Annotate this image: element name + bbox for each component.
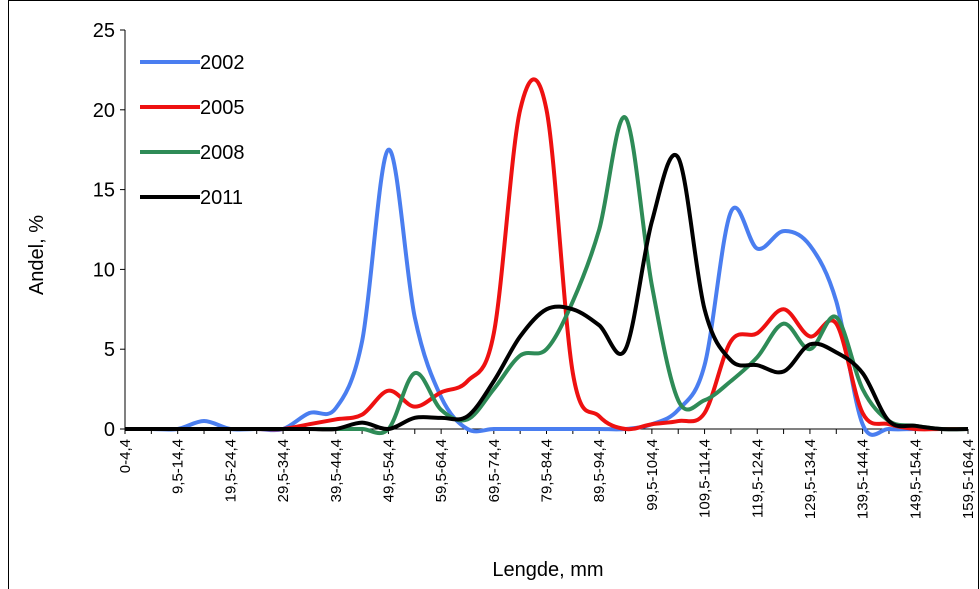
x-tick-label: 39,5-44,4 <box>328 439 345 502</box>
legend-label: 2005 <box>200 97 245 119</box>
y-tick-label: 15 <box>93 180 115 202</box>
x-axis-title: Lengde, mm <box>492 559 603 581</box>
x-tick-label: 79,5-84,4 <box>539 439 556 502</box>
y-tick-label: 10 <box>93 259 115 281</box>
x-tick-label: 59,5-64,4 <box>433 439 450 502</box>
legend-label: 2002 <box>200 52 245 74</box>
series-line <box>124 147 968 437</box>
series-line <box>124 153 969 432</box>
chart-frame <box>8 0 979 589</box>
x-tick-label: 89,5-94,4 <box>591 439 608 502</box>
y-tick-label: 5 <box>104 339 115 361</box>
y-tick-label: 0 <box>104 419 115 441</box>
y-axis-title: Andel, % <box>26 215 48 295</box>
series-line <box>124 77 968 432</box>
x-tick-label: 109,5-114,4 <box>697 439 714 518</box>
x-tick-label: 0-4,4 <box>117 439 134 473</box>
x-tick-label: 159,5-164,4 <box>960 439 977 519</box>
x-tick-label: 99,5-104,4 <box>644 439 661 511</box>
x-tick-label: 69,5-74,4 <box>486 439 503 502</box>
series-line <box>124 115 969 436</box>
x-tick-label: 9,5-14,4 <box>170 439 187 494</box>
y-tick-label: 25 <box>93 20 115 42</box>
y-tick-label: 20 <box>93 100 115 122</box>
x-tick-label: 129,5-134,4 <box>802 439 819 519</box>
legend-label: 2008 <box>200 142 245 164</box>
x-tick-label: 19,5-24,4 <box>222 439 239 502</box>
x-tick-label: 149,5-154,4 <box>907 439 924 519</box>
x-tick-label: 49,5-54,4 <box>380 439 397 502</box>
x-tick-label: 139,5-144,4 <box>855 439 872 519</box>
x-tick-label: 29,5-34,4 <box>275 439 292 502</box>
legend-label: 2011 <box>200 187 243 209</box>
x-tick-label: 119,5-124,4 <box>749 439 766 518</box>
